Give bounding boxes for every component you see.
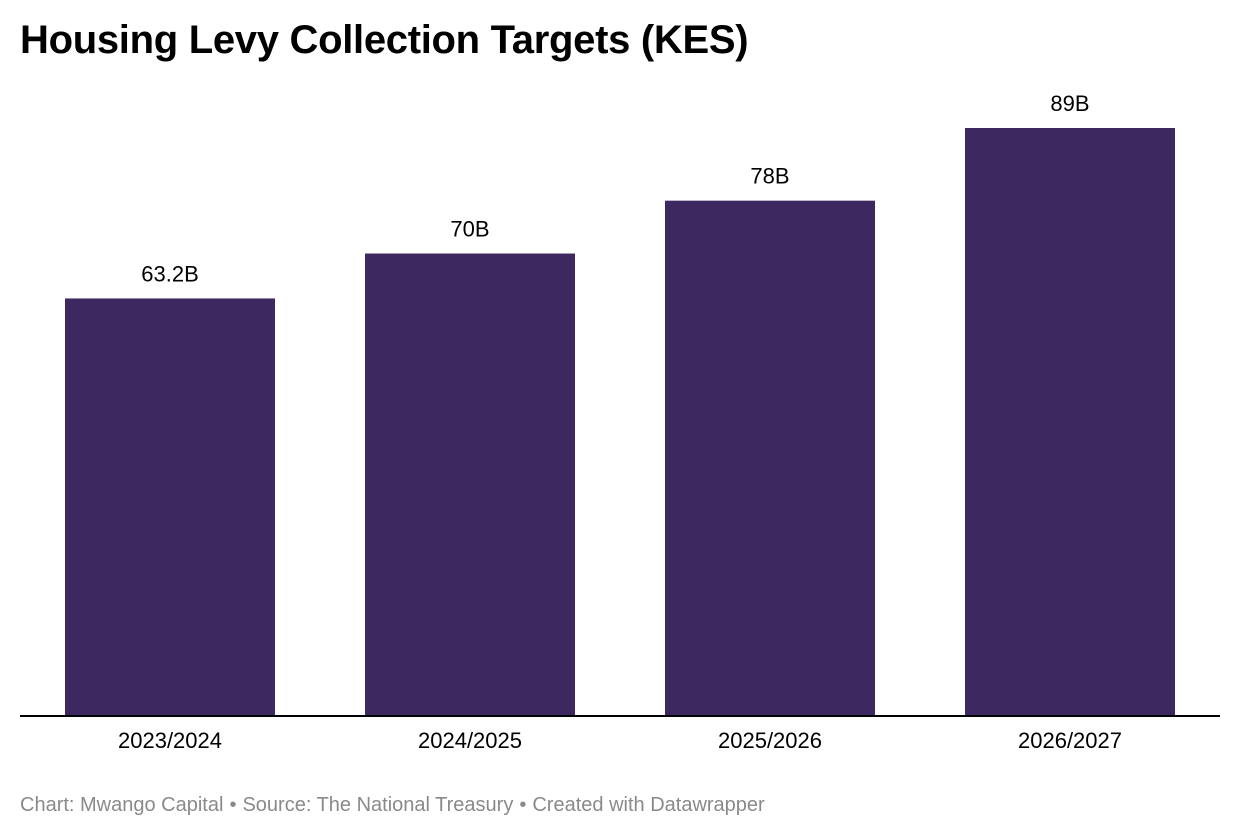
bar-2026-2027	[965, 128, 1175, 716]
x-tick-labels-group: 2023/2024 2024/2025 2025/2026 2026/2027	[118, 728, 1122, 753]
footer-chart-credit: Chart: Mwango Capital	[20, 794, 224, 816]
x-tick-label: 2026/2027	[1018, 728, 1122, 753]
bars-group	[65, 128, 1175, 717]
bar-2024-2025	[365, 253, 575, 717]
value-label: 78B	[750, 164, 789, 189]
value-label: 63.2B	[141, 261, 199, 286]
bar-2023-2024	[65, 298, 275, 716]
x-tick-label: 2025/2026	[718, 728, 822, 753]
x-tick-label: 2023/2024	[118, 728, 222, 753]
footer-separator: •	[229, 794, 237, 816]
footer-source: Source: The National Treasury	[242, 794, 514, 816]
value-labels-group: 63.2B 70B 78B 89B	[141, 91, 1089, 286]
x-tick-label: 2024/2025	[418, 728, 522, 753]
footer-created-with: Created with Datawrapper	[532, 794, 765, 816]
footer-separator: •	[519, 794, 527, 816]
value-label: 89B	[1050, 91, 1089, 116]
chart-footer: Chart: Mwango Capital • Source: The Nation…	[20, 794, 765, 817]
chart-title: Housing Levy Collection Targets (KES)	[20, 18, 749, 62]
value-label: 70B	[450, 217, 489, 242]
bar-2025-2026	[665, 200, 875, 716]
